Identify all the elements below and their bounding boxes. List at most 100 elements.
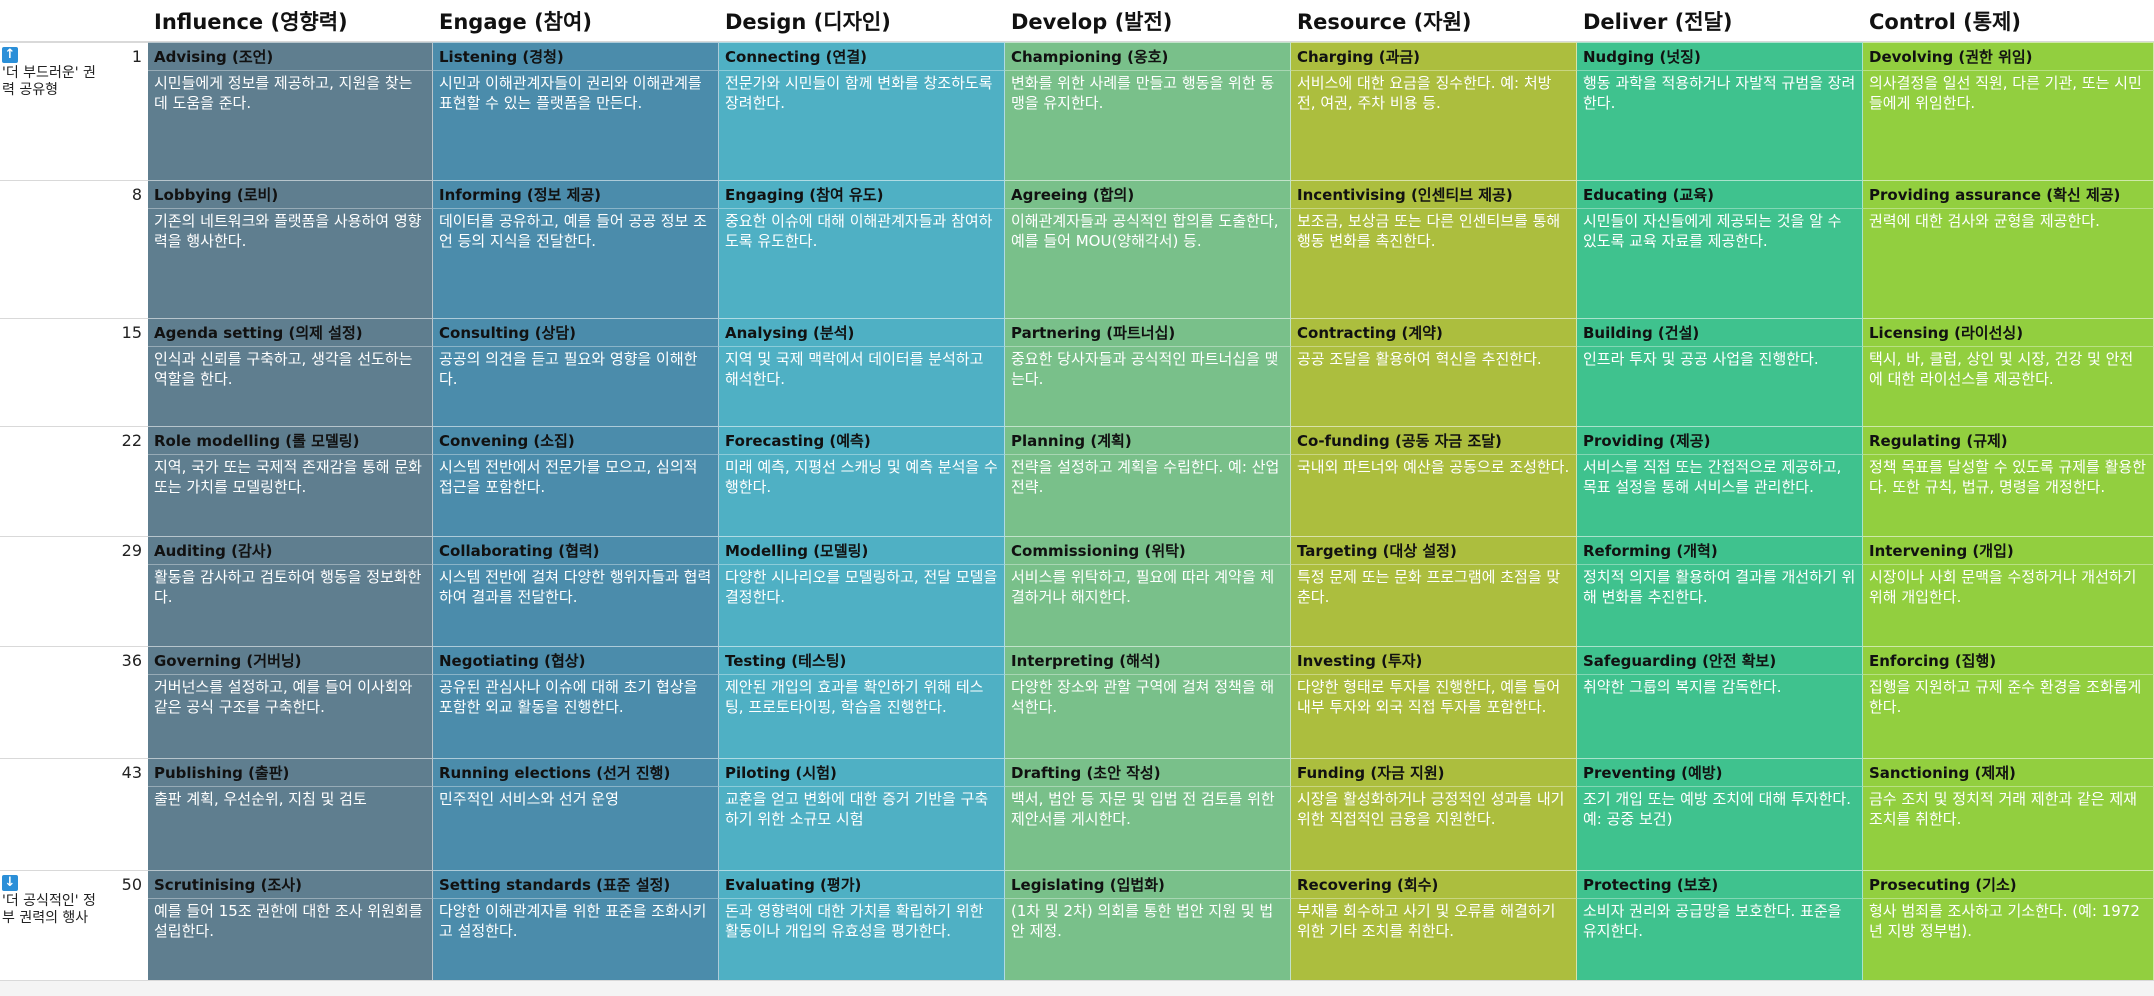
row-number-spacer xyxy=(108,786,148,870)
role-description: 시민들에게 정보를 제공하고, 지원을 찾는 데 도움을 준다. xyxy=(148,70,433,180)
role-description: 행동 과학을 적용하거나 자발적 규범을 장려한다. xyxy=(1577,70,1863,180)
role-description: 거버넌스를 설정하고, 예를 들어 이사회와 같은 공식 구조를 구축한다. xyxy=(148,674,433,758)
column-header: Develop (발전) xyxy=(1005,0,1291,42)
role-label: Co-funding (공동 자금 조달) xyxy=(1291,426,1577,454)
role-label: Testing (테스팅) xyxy=(719,646,1005,674)
side-label-text: '더 공식적인' 정부 권력의 행사 xyxy=(2,893,96,926)
role-description: 중요한 이슈에 대해 이해관계자들과 참여하도록 유도한다. xyxy=(719,208,1005,318)
column-header: Design (디자인) xyxy=(719,0,1005,42)
row-number: 36 xyxy=(108,646,148,674)
role-label: Enforcing (집행) xyxy=(1863,646,2154,674)
role-label: Nudging (넛징) xyxy=(1577,42,1863,70)
role-label: Publishing (출판) xyxy=(148,758,433,786)
role-description: 정책 목표를 달성할 수 있도록 규제를 활용한다. 또한 규칙, 법규, 명령… xyxy=(1863,454,2154,536)
role-description: 중요한 당사자들과 공식적인 파트너십을 맺는다. xyxy=(1005,346,1291,426)
role-label: Providing assurance (확신 제공) xyxy=(1863,180,2154,208)
role-label: Intervening (개입) xyxy=(1863,536,2154,564)
role-label: Governing (거버닝) xyxy=(148,646,433,674)
role-label: Consulting (상담) xyxy=(433,318,719,346)
header-number-column xyxy=(108,0,148,42)
role-description: 국내외 파트너와 예산을 공동으로 조성한다. xyxy=(1291,454,1577,536)
role-description: 권력에 대한 검사와 균형을 제공한다. xyxy=(1863,208,2154,318)
row-number-spacer xyxy=(108,208,148,318)
role-description: 시민들이 자신들에게 제공되는 것을 알 수 있도록 교육 자료를 제공한다. xyxy=(1577,208,1863,318)
column-header: Deliver (전달) xyxy=(1577,0,1863,42)
column-header: Control (통제) xyxy=(1863,0,2154,42)
role-label: Forecasting (예측) xyxy=(719,426,1005,454)
role-label: Funding (자금 지원) xyxy=(1291,758,1577,786)
role-label: Educating (교육) xyxy=(1577,180,1863,208)
role-label: Running elections (선거 진행) xyxy=(433,758,719,786)
role-description: 금수 조치 및 정치적 거래 제한과 같은 제재 조치를 취한다. xyxy=(1863,786,2154,870)
row-number: 29 xyxy=(108,536,148,564)
side-label-empty xyxy=(0,180,108,318)
role-description: 기존의 네트워크와 플랫폼을 사용하여 영향력을 행사한다. xyxy=(148,208,433,318)
row-number: 8 xyxy=(108,180,148,208)
column-header: Engage (참여) xyxy=(433,0,719,42)
role-label: Agreeing (합의) xyxy=(1005,180,1291,208)
role-description: 시장을 활성화하거나 긍정적인 성과를 내기 위한 직접적인 금융을 지원한다. xyxy=(1291,786,1577,870)
role-description: 소비자 권리와 공급망을 보호한다. 표준을 유지한다. xyxy=(1577,898,1863,980)
role-label: Regulating (규제) xyxy=(1863,426,2154,454)
role-label: Advising (조언) xyxy=(148,42,433,70)
role-label: Modelling (모델링) xyxy=(719,536,1005,564)
role-label: Recovering (회수) xyxy=(1291,870,1577,898)
role-description: 시장이나 사회 문맥을 수정하거나 개선하기 위해 개입한다. xyxy=(1863,564,2154,646)
role-label: Incentivising (인센티브 제공) xyxy=(1291,180,1577,208)
bottom-strip xyxy=(0,980,2154,996)
row-number: 50 xyxy=(108,870,148,898)
role-label: Sanctioning (제재) xyxy=(1863,758,2154,786)
role-description: 다양한 장소와 관할 구역에 걸쳐 정책을 해석한다. xyxy=(1005,674,1291,758)
role-description: 인식과 신뢰를 구축하고, 생각을 선도하는 역할을 한다. xyxy=(148,346,433,426)
side-label-top: ↑ '더 부드러운' 권력 공유형 xyxy=(0,42,108,180)
role-description: 미래 예측, 지평선 스캐닝 및 예측 분석을 수행한다. xyxy=(719,454,1005,536)
role-description: 조기 개입 또는 예방 조치에 대해 투자한다. 예: 공중 보건) xyxy=(1577,786,1863,870)
role-label: Setting standards (표준 설정) xyxy=(433,870,719,898)
role-description: 시민과 이해관계자들이 권리와 이해관계를 표현할 수 있는 플랫폼을 만든다. xyxy=(433,70,719,180)
role-description: 특정 문제 또는 문화 프로그램에 초점을 맞춘다. xyxy=(1291,564,1577,646)
role-description: 형사 범죄를 조사하고 기소한다. (예: 1972년 지방 정부법). xyxy=(1863,898,2154,980)
down-arrow-icon: ↓ xyxy=(2,875,18,891)
row-number-spacer xyxy=(108,346,148,426)
role-label: Contracting (계약) xyxy=(1291,318,1577,346)
role-label: Drafting (초안 작성) xyxy=(1005,758,1291,786)
role-description: 예를 들어 15조 권한에 대한 조사 위원회를 설립한다. xyxy=(148,898,433,980)
row-number: 1 xyxy=(108,42,148,70)
role-description: 정치적 의지를 활용하여 결과를 개선하기 위해 변화를 추진한다. xyxy=(1577,564,1863,646)
role-label: Piloting (시험) xyxy=(719,758,1005,786)
role-label: Planning (계획) xyxy=(1005,426,1291,454)
row-number: 22 xyxy=(108,426,148,454)
role-label: Agenda setting (의제 설정) xyxy=(148,318,433,346)
role-description: 보조금, 보상금 또는 다른 인센티브를 통해 행동 변화를 촉진한다. xyxy=(1291,208,1577,318)
row-number: 43 xyxy=(108,758,148,786)
column-header: Influence (영향력) xyxy=(148,0,433,42)
role-description: 공공의 의견을 듣고 필요와 영향을 이해한다. xyxy=(433,346,719,426)
role-description: 다양한 형태로 투자를 진행한다, 예를 들어 내부 투자와 외국 직접 투자를… xyxy=(1291,674,1577,758)
role-description: 지역, 국가 또는 국제적 존재감을 통해 문화 또는 가치를 모델링한다. xyxy=(148,454,433,536)
role-label: Championing (옹호) xyxy=(1005,42,1291,70)
header-corner xyxy=(0,0,108,42)
row-number-spacer xyxy=(108,674,148,758)
role-description: 의사결정을 일선 직원, 다른 기관, 또는 시민들에게 위임한다. xyxy=(1863,70,2154,180)
role-description: 인프라 투자 및 공공 사업을 진행한다. xyxy=(1577,346,1863,426)
row-number-spacer xyxy=(108,564,148,646)
role-description: 민주적인 서비스와 선거 운영 xyxy=(433,786,719,870)
role-description: 공공 조달을 활용하여 혁신을 추진한다. xyxy=(1291,346,1577,426)
role-label: Lobbying (로비) xyxy=(148,180,433,208)
column-header: Resource (자원) xyxy=(1291,0,1577,42)
role-label: Licensing (라이선싱) xyxy=(1863,318,2154,346)
role-label: Legislating (입법화) xyxy=(1005,870,1291,898)
role-description: 출판 계획, 우선순위, 지침 및 검토 xyxy=(148,786,433,870)
role-label: Role modelling (롤 모델링) xyxy=(148,426,433,454)
role-label: Interpreting (해석) xyxy=(1005,646,1291,674)
role-description: 돈과 영향력에 대한 가치를 확립하기 위한 활동이나 개입의 유효성을 평가한… xyxy=(719,898,1005,980)
role-description: 이해관계자들과 공식적인 합의를 도출한다, 예를 들어 MOU(양해각서) 등… xyxy=(1005,208,1291,318)
side-label-empty xyxy=(0,646,108,758)
role-description: 지역 및 국제 맥락에서 데이터를 분석하고 해석한다. xyxy=(719,346,1005,426)
role-description: 시스템 전반에서 전문가를 모으고, 심의적 접근을 포함한다. xyxy=(433,454,719,536)
role-label: Analysing (분석) xyxy=(719,318,1005,346)
role-label: Negotiating (협상) xyxy=(433,646,719,674)
role-description: 전략을 설정하고 계획을 수립한다. 예: 산업 전략. xyxy=(1005,454,1291,536)
role-label: Listening (경청) xyxy=(433,42,719,70)
